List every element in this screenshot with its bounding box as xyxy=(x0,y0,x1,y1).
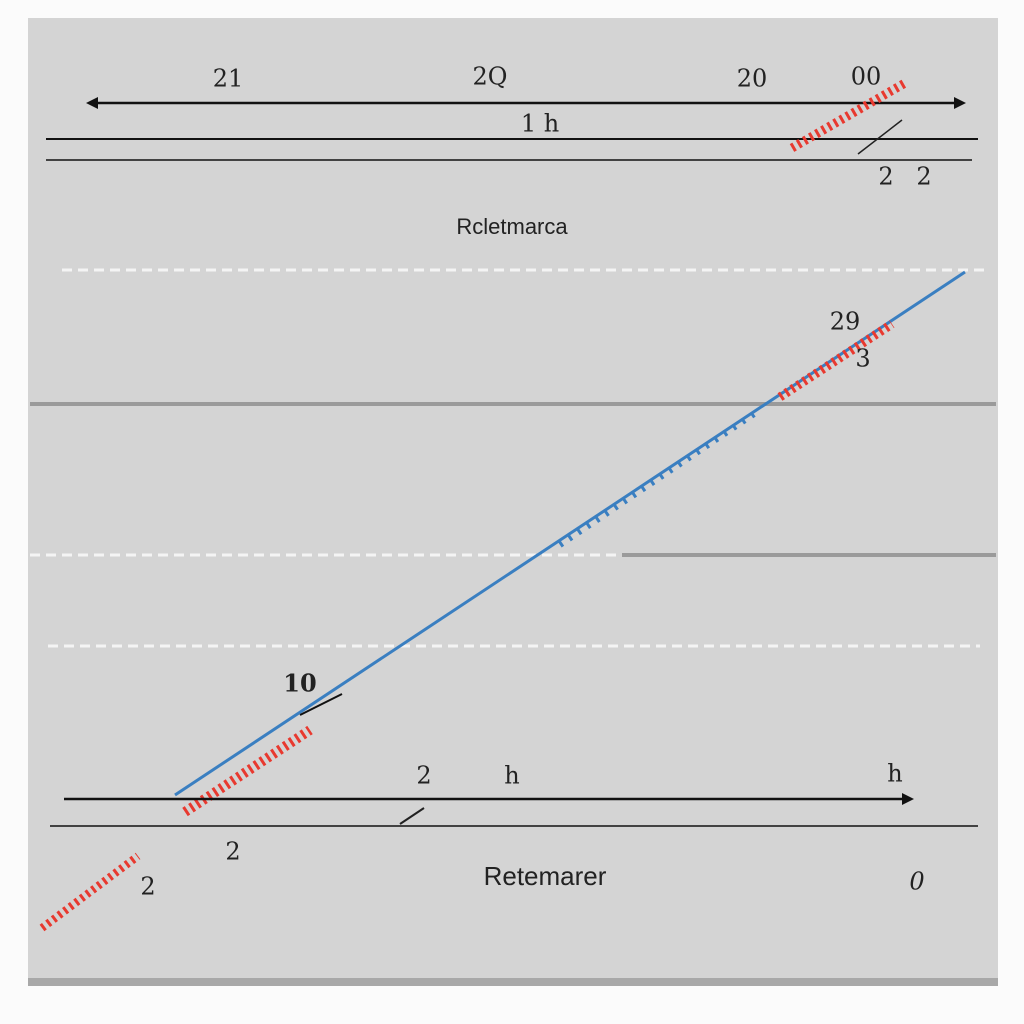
label: 20 xyxy=(737,65,768,93)
label: h xyxy=(504,762,519,790)
label: 2Q xyxy=(473,63,508,91)
title: Retemarer xyxy=(484,861,607,891)
tick-stroke xyxy=(857,119,903,155)
arrow-head xyxy=(902,793,914,805)
tick-stroke xyxy=(299,693,343,716)
panel xyxy=(28,18,998,986)
label: 00 xyxy=(851,63,882,91)
label: 0 xyxy=(909,868,924,896)
label: 21 xyxy=(213,65,244,93)
label: h xyxy=(887,760,902,788)
label: 1 h xyxy=(521,110,559,138)
hatch xyxy=(39,852,141,932)
title: Rcletmarca xyxy=(456,214,568,239)
label: 2 xyxy=(416,762,431,790)
label: 2 xyxy=(225,838,240,866)
label: 2 xyxy=(916,163,931,191)
hatch xyxy=(777,320,895,401)
hatch xyxy=(789,79,908,152)
label: 3 xyxy=(855,345,870,373)
tick-stroke xyxy=(399,807,425,825)
arrow-head xyxy=(954,97,966,109)
label: 29 xyxy=(830,308,861,336)
label: 2 xyxy=(878,163,893,191)
arrow-head xyxy=(86,97,98,109)
bottom-edge xyxy=(28,978,998,986)
label: 2 xyxy=(140,873,155,901)
label: 10 xyxy=(283,669,316,698)
